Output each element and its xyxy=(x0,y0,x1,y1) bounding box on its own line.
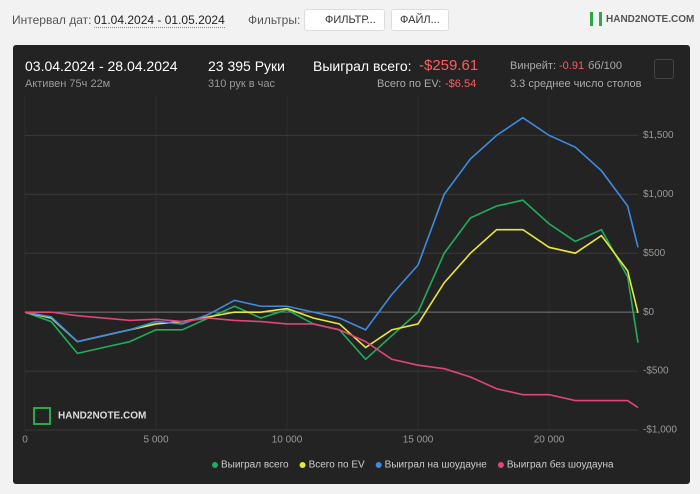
x-tick-label: 15 000 xyxy=(403,435,434,446)
legend-label: Всего по EV xyxy=(309,460,365,471)
panel: 03.04.2024 - 28.04.2024 Активен 75ч 22м … xyxy=(13,45,690,484)
period: 03.04.2024 - 28.04.2024 xyxy=(25,58,178,74)
legend-label: Выиграл на шоудауне xyxy=(385,460,488,471)
date-range[interactable]: 01.04.2024 - 01.05.2024 xyxy=(94,13,225,28)
filters-label: Фильтры: xyxy=(248,13,301,27)
logo: HAND2NOTE.COM xyxy=(606,14,695,25)
y-tick-label: -$500 xyxy=(643,366,669,377)
series-line xyxy=(24,116,639,343)
logo-icon xyxy=(590,12,602,26)
legend-marker xyxy=(212,462,218,468)
series-line xyxy=(25,311,639,409)
winrate-unit: бб/100 xyxy=(588,60,623,72)
watermark: HAND2NOTE.COM xyxy=(58,411,146,422)
y-tick-label: $1,500 xyxy=(643,130,674,141)
ev-value: -$6.54 xyxy=(445,78,477,90)
x-tick-label: 0 xyxy=(22,435,28,446)
legend-marker xyxy=(497,462,504,468)
hands-per-hour: 310 рук в час xyxy=(208,78,276,90)
series-line xyxy=(24,199,639,361)
y-tick-label: $1,000 xyxy=(643,189,674,200)
tables: 3.3 среднее число столов xyxy=(510,78,642,90)
date-label: Интервал дат: xyxy=(12,13,92,27)
x-tick-label: 10 000 xyxy=(272,435,303,446)
y-tick-label: $500 xyxy=(643,248,666,259)
watermark-icon xyxy=(33,407,51,425)
winrate-value: -0.91 xyxy=(559,60,585,72)
ev-label: Всего по EV: xyxy=(377,78,442,90)
filter-button[interactable]: ФИЛЬТР... xyxy=(304,9,385,31)
legend-label: Выиграл без шоудауна xyxy=(507,459,614,471)
hands: 23 395 Руки xyxy=(208,58,285,74)
won-label: Выиграл всего: xyxy=(313,58,412,74)
file-button[interactable]: ФАЙЛ... xyxy=(391,9,449,31)
legend-label: Выиграл всего xyxy=(221,460,289,471)
won-value: -$259.61 xyxy=(419,57,479,74)
y-tick-label: $0 xyxy=(643,307,655,318)
series-line xyxy=(24,228,639,349)
legend-marker xyxy=(299,462,306,468)
settings-button[interactable] xyxy=(654,59,674,79)
legend-marker xyxy=(375,462,382,468)
active: Активен 75ч 22м xyxy=(25,78,111,90)
x-tick-label: 5 000 xyxy=(143,435,168,446)
winrate-label: Винрейт: xyxy=(510,60,557,72)
y-tick-label: -$1,000 xyxy=(643,425,677,436)
x-tick-label: 20 000 xyxy=(534,435,565,446)
